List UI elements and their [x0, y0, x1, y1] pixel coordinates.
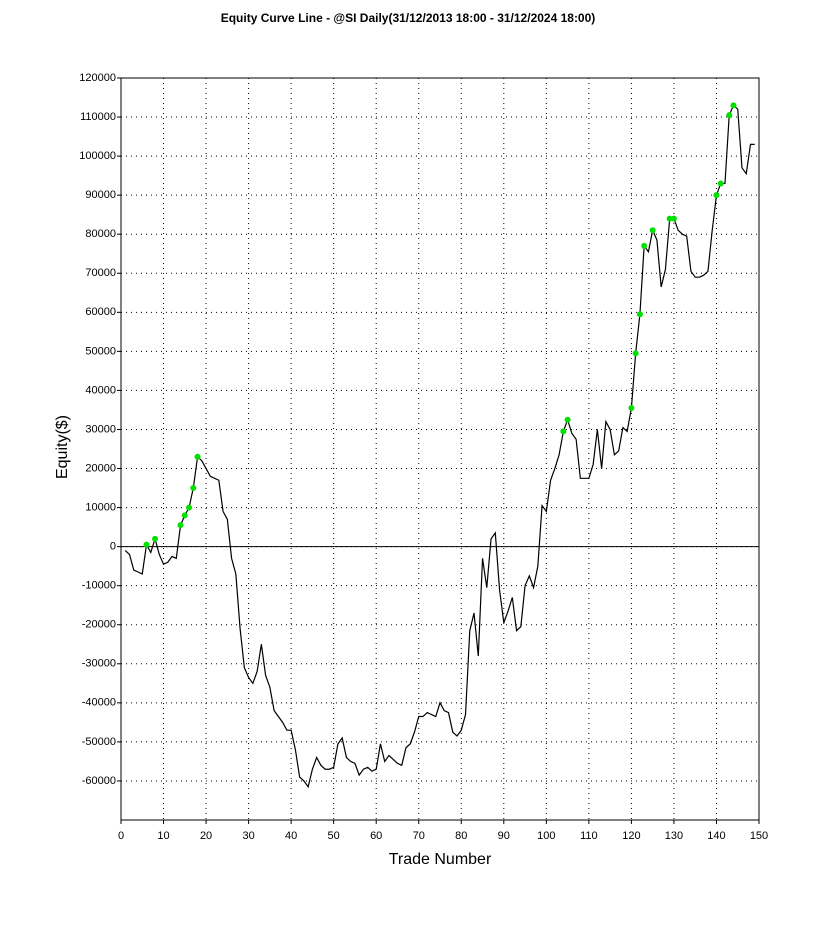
high-marker	[641, 242, 648, 249]
high-marker	[177, 522, 184, 529]
x-tick-label: 110	[580, 830, 598, 842]
equity-line	[124, 104, 755, 789]
chart-title: Equity Curve Line - @SI Daily(31/12/2013…	[221, 11, 596, 25]
plot-frame	[120, 77, 760, 821]
high-marker	[560, 428, 567, 435]
x-tick-label: 120	[622, 830, 640, 842]
x-tick-label: 80	[455, 830, 467, 842]
y-tick-label: 10000	[85, 501, 116, 513]
y-tick-label: 80000	[85, 228, 116, 240]
y-tick-label: 100000	[79, 150, 116, 162]
x-tick-label: 130	[665, 830, 683, 842]
high-marker	[726, 112, 733, 119]
high-marker	[152, 535, 159, 542]
high-marker	[730, 102, 737, 109]
y-tick-label: -30000	[82, 658, 116, 670]
y-tick-label: 110000	[80, 111, 116, 123]
y-tick-label: -50000	[82, 736, 116, 748]
y-tick-label: 20000	[85, 462, 116, 474]
x-tick-label: 70	[413, 830, 425, 842]
high-marker	[186, 504, 193, 511]
x-tick-label: 20	[200, 830, 212, 842]
x-tick-label: 50	[328, 830, 340, 842]
high-marker	[190, 485, 197, 492]
y-tick-label: 90000	[85, 189, 116, 201]
high-marker	[649, 227, 656, 234]
high-marker	[666, 215, 673, 222]
x-tick-label: 30	[242, 830, 254, 842]
x-tick-label: 90	[498, 830, 510, 842]
y-axis-title: Equity($)	[54, 415, 71, 479]
high-marker	[564, 416, 571, 423]
high-marker	[636, 311, 643, 318]
y-tick-label: 50000	[85, 345, 116, 357]
high-marker	[194, 453, 201, 460]
y-tick-label: 30000	[85, 423, 116, 435]
high-marker	[628, 404, 635, 411]
high-marker	[713, 192, 720, 199]
x-tick-label: 140	[707, 830, 725, 842]
x-tick-label: 10	[157, 830, 169, 842]
high-marker	[717, 180, 724, 187]
x-tick-label: 0	[118, 830, 124, 842]
high-marker	[632, 350, 639, 357]
y-tick-label: 0	[110, 541, 116, 553]
high-marker	[143, 541, 150, 548]
y-tick-label: 70000	[85, 267, 116, 279]
x-tick-label: 150	[750, 830, 768, 842]
y-tick-label: 120000	[79, 72, 116, 84]
y-tick-label: -10000	[82, 580, 116, 592]
y-tick-label: -60000	[82, 775, 116, 787]
y-tick-label: -20000	[82, 619, 116, 631]
x-tick-label: 40	[285, 830, 297, 842]
high-marker	[670, 215, 677, 222]
y-tick-label: 40000	[85, 384, 116, 396]
x-tick-label: 100	[537, 830, 555, 842]
x-axis-title: Trade Number	[389, 851, 492, 868]
y-tick-label: 60000	[85, 306, 116, 318]
high-marker	[181, 512, 188, 519]
x-tick-label: 60	[370, 830, 382, 842]
y-tick-label: -40000	[82, 697, 116, 709]
